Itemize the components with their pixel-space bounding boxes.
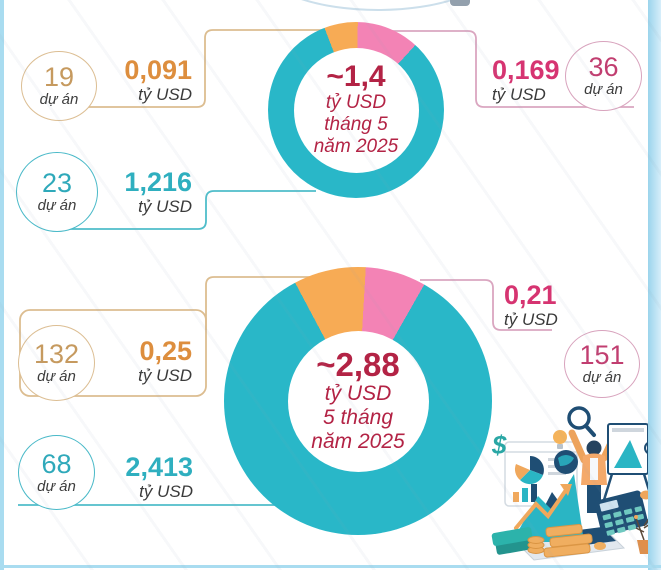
calculator-icon — [594, 490, 649, 536]
connector-top-orange — [50, 29, 326, 108]
coin — [594, 542, 606, 550]
value-amount: 0,169 — [492, 55, 560, 85]
value-amount: 2,413 — [125, 452, 193, 482]
project-count-label: dự án — [39, 91, 79, 108]
donut-hole: ~2,88 tỷ USD 5 tháng năm 2025 — [287, 330, 429, 472]
money-stack — [491, 527, 545, 555]
project-count-badge: 23 dự án — [16, 152, 98, 232]
donut-chart-month: ~1,4 tỷ USD tháng 5 năm 2025 — [268, 22, 444, 198]
growth-mountain-chart — [512, 474, 584, 542]
lightbulb-icon — [553, 430, 567, 449]
gold-bars — [543, 523, 593, 558]
project-count: 19 — [43, 62, 75, 92]
value-amount: 0,091 — [124, 55, 192, 85]
project-count-badge: 68 dự án — [18, 435, 95, 510]
connector-bottom-pink — [420, 279, 552, 331]
project-count-label: dự án — [37, 368, 76, 385]
total-value: ~1,4 — [326, 60, 386, 93]
value-unit: tỷ USD — [504, 310, 558, 329]
value-unit: tỷ USD — [138, 85, 192, 104]
investment-illustration: $ — [491, 406, 658, 561]
project-count-badge: 151 dự án — [564, 330, 640, 398]
period-line1: tháng 5 — [324, 114, 388, 135]
project-count: 23 — [41, 168, 73, 198]
project-count-label: dự án — [37, 197, 77, 214]
dollar-sign: $ — [491, 430, 507, 460]
total-unit: tỷ USD — [325, 92, 387, 113]
total-unit: tỷ USD — [324, 382, 392, 405]
value-unit: tỷ USD — [139, 482, 193, 501]
project-count: 36 — [588, 52, 619, 82]
project-count-badge: 36 dự án — [565, 41, 642, 111]
flipchart-easel — [602, 423, 658, 501]
total-value: ~2,88 — [316, 346, 400, 383]
project-count-label: dự án — [582, 369, 622, 386]
value-block: 0,091 tỷ USD — [98, 56, 192, 105]
period-line2: năm 2025 — [311, 430, 405, 453]
project-count-badge: 19 dự án — [21, 51, 97, 121]
project-count: 132 — [33, 339, 80, 369]
value-amount: 0,21 — [504, 280, 557, 310]
project-count-label: dự án — [584, 81, 623, 98]
donut-chart-5-months: ~2,88 tỷ USD 5 tháng năm 2025 — [224, 267, 492, 535]
period-line1: 5 tháng — [322, 406, 394, 429]
value-amount: 0,25 — [139, 336, 192, 366]
connector-top-pink — [390, 30, 634, 108]
value-block: 0,21 tỷ USD — [504, 281, 604, 330]
project-count: 151 — [579, 340, 625, 370]
period-line2: năm 2025 — [313, 136, 399, 157]
donut-hole: ~1,4 tỷ USD tháng 5 năm 2025 — [293, 47, 419, 173]
value-unit: tỷ USD — [138, 366, 192, 385]
value-block: 1,216 tỷ USD — [98, 168, 192, 217]
globe-icon — [554, 450, 578, 474]
page-border-left — [0, 0, 4, 570]
value-amount: 1,216 — [124, 167, 192, 197]
page-border-bottom — [0, 565, 661, 568]
connector-top-teal — [50, 190, 316, 230]
magnifier-icon — [567, 406, 596, 437]
cropped-title-pill — [301, 0, 470, 11]
value-unit: tỷ USD — [492, 85, 546, 104]
value-unit: tỷ USD — [138, 197, 192, 216]
connector-bottom-orange-stub — [205, 276, 310, 330]
value-block: 2,413 tỷ USD — [100, 453, 193, 502]
project-count: 68 — [41, 448, 72, 479]
donut-center-label: ~2,88 tỷ USD 5 tháng năm 2025 — [311, 348, 404, 454]
value-block: 0,169 tỷ USD — [492, 56, 612, 105]
project-count-badge: 132 dự án — [18, 325, 95, 401]
project-count-label: dự án — [37, 477, 76, 495]
donut-center-label: ~1,4 tỷ USD tháng 5 năm 2025 — [314, 62, 399, 158]
value-block: 0,25 tỷ USD — [100, 337, 192, 386]
page-border-right — [648, 0, 661, 570]
